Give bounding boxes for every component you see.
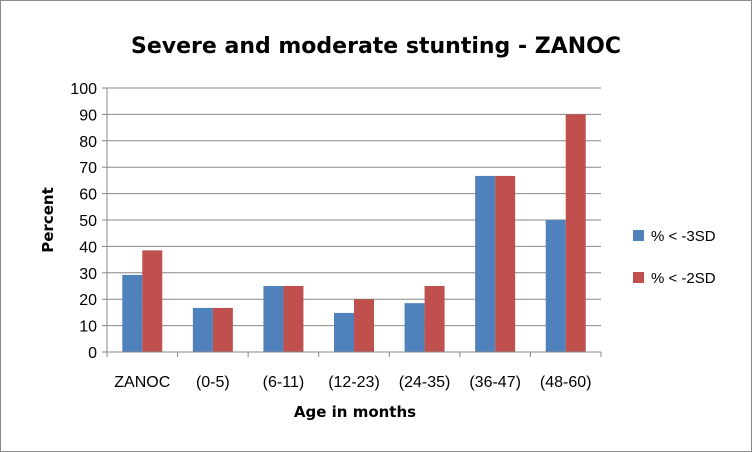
x-axis-title: Age in months: [294, 403, 416, 421]
y-axis-title: Percent: [39, 187, 57, 252]
x-tick-label: (12-23): [328, 374, 380, 391]
gridlines: [102, 87, 601, 353]
y-tick-label: 70: [79, 160, 97, 177]
x-tick-label: (0-5): [196, 374, 230, 391]
bar-severe-1: [192, 307, 213, 352]
bar-moderate-2: [283, 286, 304, 352]
y-tick-labels: 0 10 20 30 40 50 60 70 80 90 100: [70, 81, 97, 362]
bar-severe-3: [334, 312, 354, 352]
bar-severe-0: [122, 274, 143, 352]
y-tick-label: 40: [79, 239, 97, 256]
x-tick-label: ZANOC: [114, 374, 170, 391]
legend-swatch: [633, 272, 644, 283]
legend-label: % < -2SD: [651, 270, 716, 287]
chart-title: Severe and moderate stunting - ZANOC: [131, 34, 621, 59]
y-tick-label: 50: [79, 213, 97, 230]
y-tick-label: 60: [79, 187, 97, 204]
y-tick-label: 0: [88, 345, 97, 362]
legend-swatch: [633, 230, 644, 241]
bar-moderate-5: [495, 175, 516, 352]
y-tick-label: 20: [79, 292, 97, 309]
bar-severe-6: [545, 220, 566, 352]
axes: [106, 88, 602, 357]
y-tick-label: 100: [70, 81, 97, 98]
bar-moderate-3: [354, 299, 374, 352]
bars: [122, 114, 586, 353]
bar-severe-2: [263, 286, 284, 352]
bar-moderate-4: [424, 286, 445, 352]
bar-severe-5: [475, 175, 496, 352]
x-tick-label: (48-60): [540, 374, 592, 391]
x-tick-label: (24-35): [399, 374, 451, 391]
bar-severe-4: [404, 303, 425, 352]
bar-moderate-6: [565, 114, 586, 353]
y-tick-label: 90: [79, 107, 97, 124]
y-tick-label: 80: [79, 134, 97, 151]
x-tick-label: (36-47): [469, 374, 521, 391]
y-tick-label: 10: [79, 319, 97, 336]
x-tick-labels: ZANOC (0-5) (6-11) (12-23) (24-35) (36-47) (48…: [114, 374, 591, 391]
legend-label: % < -3SD: [651, 228, 716, 245]
x-tick-label: (6-11): [263, 374, 305, 391]
y-tick-label: 30: [79, 266, 97, 283]
legend: % < -3SD % < -2SD: [633, 228, 716, 287]
bar-moderate-0: [142, 250, 163, 352]
bar-moderate-1: [212, 307, 233, 352]
